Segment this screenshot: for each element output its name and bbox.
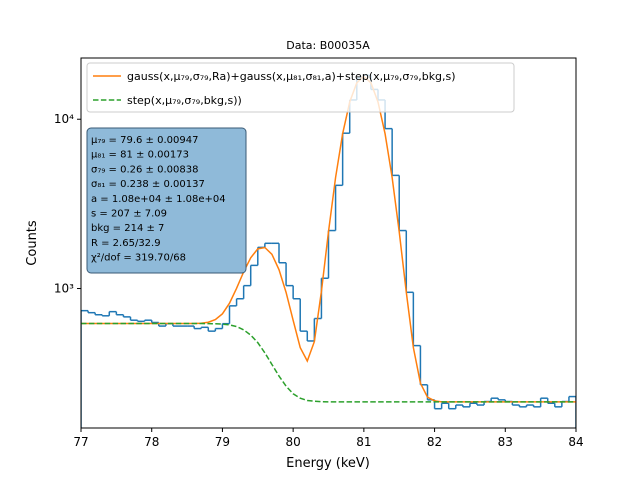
x-tick-label: 84 xyxy=(568,435,583,449)
fit-line xyxy=(81,322,576,403)
x-tick-label: 82 xyxy=(427,435,442,449)
legend-box xyxy=(86,62,515,113)
annotation-line: μ₇₉ = 79.6 ± 0.00947 xyxy=(91,135,198,146)
x-tick-label: 77 xyxy=(73,435,88,449)
annotation-line: a = 1.08e+04 ± 1.08e+04 xyxy=(91,194,226,205)
y-tick-label: 10³ xyxy=(54,282,74,296)
x-tick-label: 79 xyxy=(215,435,230,449)
annotation: μ₇₉ = 79.6 ± 0.00947 μ₈₁ = 81 ± 0.00173 σ₇… xyxy=(86,127,247,274)
y-axis-label: Counts xyxy=(25,220,40,266)
annotation-line: σ₈₁ = 0.238 ± 0.00137 xyxy=(91,179,205,190)
legend-label: gauss(x,μ₇₉,σ₇₉,Ra)+gauss(x,μ₈₁,σ₈₁,a)+s… xyxy=(127,70,456,83)
annotation-line: σ₇₉ = 0.26 ± 0.00838 xyxy=(91,164,198,175)
annotation-box xyxy=(86,127,247,274)
annotation-line: s = 207 ± 7.09 xyxy=(91,209,167,220)
y-tick-label: 10⁴ xyxy=(54,112,74,126)
axes: 77 78 79 80 81 82 83 84 10³ 10⁴ xyxy=(54,112,584,449)
x-tick-label: 78 xyxy=(144,435,159,449)
plot-area xyxy=(81,74,576,428)
plot-frame xyxy=(80,57,577,429)
x-axis-label: Energy (keV) xyxy=(286,456,370,471)
legend: gauss(x,μ₇₉,σ₇₉,Ra)+gauss(x,μ₈₁,σ₈₁,a)+s… xyxy=(86,62,515,113)
annotation-line: μ₈₁ = 81 ± 0.00173 xyxy=(91,150,189,161)
x-tick-label: 81 xyxy=(356,435,371,449)
annotation-line: bkg = 214 ± 7 xyxy=(91,223,164,234)
x-tick-label: 80 xyxy=(286,435,301,449)
chart-title: Data: B00035A xyxy=(286,39,370,52)
x-tick-label: 83 xyxy=(498,435,513,449)
annotation-line: R = 2.65/32.9 xyxy=(91,238,161,249)
legend-label: step(x,μ₇₉,σ₇₉,bkg,s)) xyxy=(127,94,242,107)
annotation-line: χ²/dof = 319.70/68 xyxy=(91,253,186,264)
